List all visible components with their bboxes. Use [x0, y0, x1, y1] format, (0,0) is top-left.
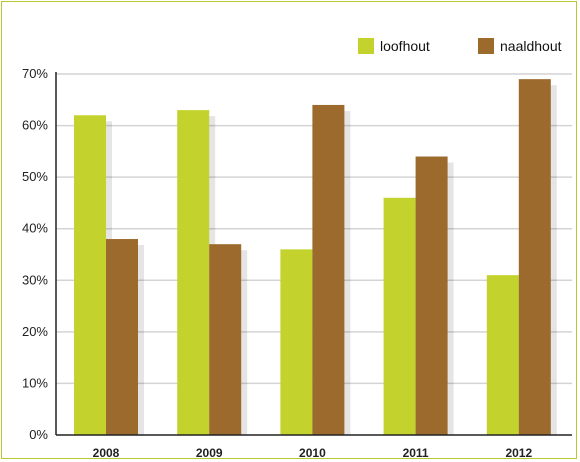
bar-naaldhout-2010 — [312, 104, 345, 435]
legend-swatch-loofhout — [358, 38, 374, 54]
y-tick-label: 20% — [22, 324, 48, 339]
bar-naaldhout-2012 — [518, 79, 551, 436]
x-tick-label: 2012 — [505, 446, 532, 460]
bar-loofhout-2012 — [486, 275, 519, 435]
y-tick-label: 60% — [22, 118, 48, 133]
x-tick-labels: 2008 2009 2010 2011 2012 — [93, 446, 533, 460]
legend: loofhout naaldhout — [358, 38, 562, 54]
y-tick-label: 30% — [22, 272, 48, 287]
legend-label-loofhout: loofhout — [380, 38, 430, 54]
y-tick-label: 10% — [22, 375, 48, 390]
bar-naaldhout-2011 — [415, 156, 448, 435]
legend-label-naaldhout: naaldhout — [500, 38, 562, 54]
bar-naaldhout-2008 — [106, 239, 138, 435]
x-tick-label: 2011 — [403, 446, 429, 460]
x-tick-label: 2009 — [196, 446, 223, 460]
y-tick-label: 50% — [22, 169, 48, 184]
x-tick-label: 2010 — [299, 446, 326, 460]
bar-loofhout-2011 — [383, 197, 416, 435]
bar-loofhout-2010 — [280, 249, 313, 435]
y-tick-label: 70% — [22, 66, 48, 81]
legend-swatch-naaldhout — [478, 38, 494, 54]
bars — [74, 79, 551, 436]
y-tick-label: 40% — [22, 221, 48, 236]
axes — [55, 72, 572, 436]
bar-naaldhout-2009 — [209, 244, 242, 435]
x-tick-label: 2008 — [93, 446, 120, 460]
bar-loofhout-2008 — [74, 115, 106, 435]
y-tick-label: 0% — [29, 427, 48, 442]
y-tick-labels: 0% 10% 20% 30% 40% 50% 60% 70% — [22, 66, 48, 442]
bar-loofhout-2009 — [177, 110, 210, 435]
